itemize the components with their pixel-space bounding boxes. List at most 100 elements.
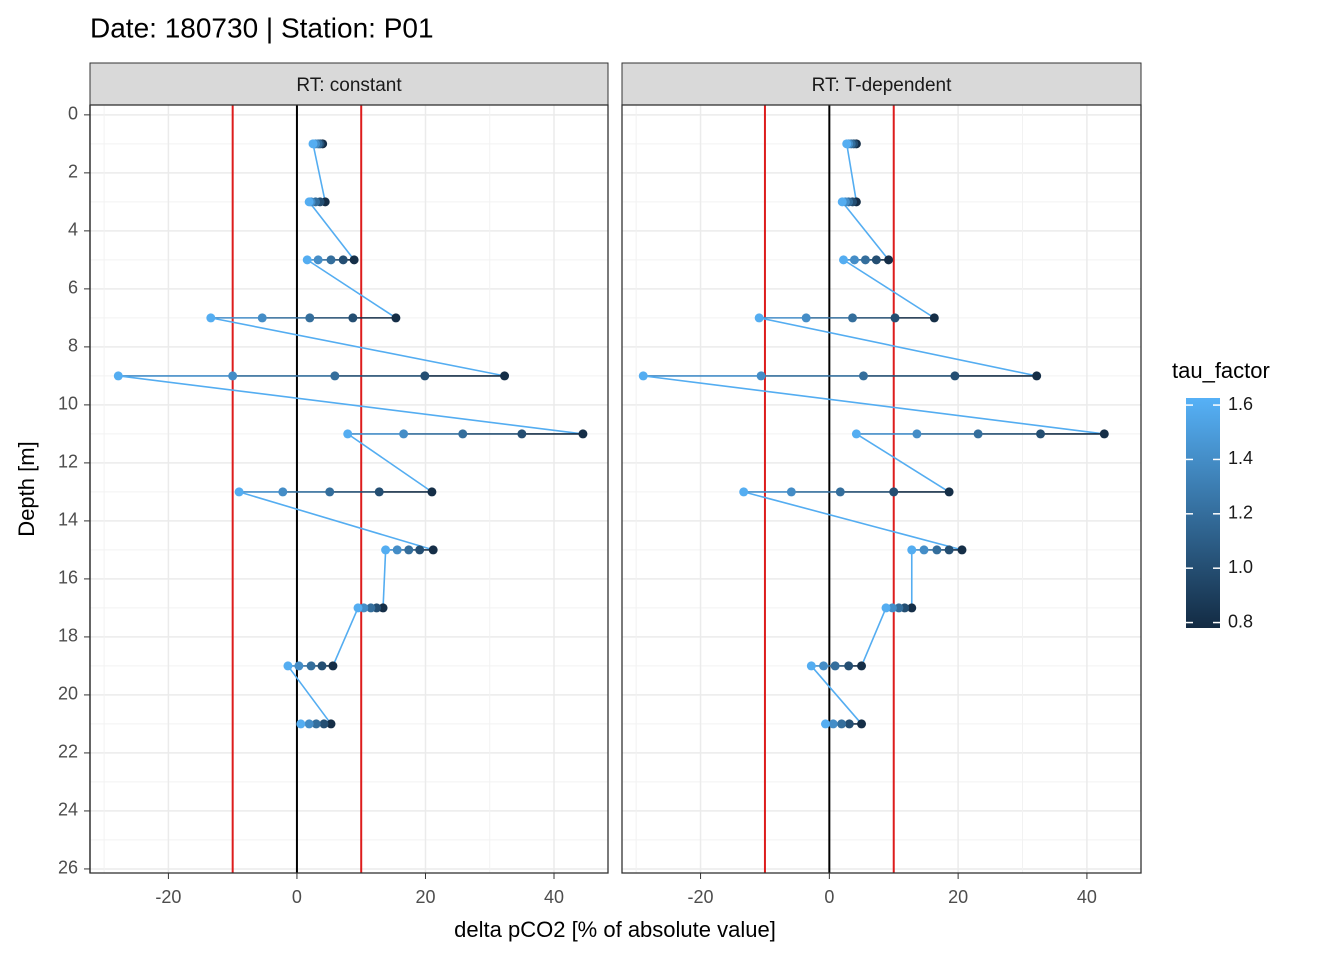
point	[830, 661, 840, 671]
point	[325, 487, 335, 497]
x-tick-label: 40	[544, 887, 564, 907]
point	[944, 487, 954, 497]
point	[835, 487, 845, 497]
x-tick-label: -20	[155, 887, 181, 907]
panel-border	[621, 104, 1142, 874]
point	[578, 429, 588, 439]
point	[328, 661, 338, 671]
point	[311, 719, 321, 729]
path-segment	[643, 375, 1105, 435]
path-segment	[238, 491, 434, 551]
path-segment	[308, 201, 355, 261]
point	[907, 545, 917, 555]
point	[304, 197, 314, 207]
point	[283, 661, 293, 671]
point	[887, 603, 897, 613]
x-axis-title: delta pCO2 [% of absolute value]	[454, 917, 776, 942]
color-bar	[1186, 398, 1220, 628]
x-tick-label: 20	[948, 887, 968, 907]
x-tick-label: 20	[415, 887, 435, 907]
x-tick-label: 0	[292, 887, 302, 907]
point	[944, 545, 954, 555]
y-tick-label: 2	[68, 162, 78, 182]
path-segment	[758, 317, 1037, 377]
strip	[621, 62, 1142, 106]
path-segment	[743, 491, 963, 551]
y-tick-label: 0	[68, 104, 78, 124]
point	[294, 661, 304, 671]
chart-title: Date: 180730 | Station: P01	[90, 12, 434, 43]
legend-label: 0.8	[1228, 611, 1253, 631]
y-tick-label: 8	[68, 336, 78, 356]
point	[848, 313, 858, 323]
point	[313, 255, 323, 265]
point	[894, 603, 904, 613]
point	[420, 371, 430, 381]
point	[844, 661, 854, 671]
point	[278, 487, 288, 497]
path-segment	[347, 433, 433, 493]
point	[881, 603, 891, 613]
point	[842, 139, 852, 149]
point	[330, 371, 340, 381]
y-tick-label: 12	[58, 452, 78, 472]
point	[500, 371, 510, 381]
point	[338, 255, 348, 265]
path-segment	[312, 143, 327, 203]
path-segment	[382, 549, 387, 608]
point	[973, 429, 983, 439]
point	[353, 603, 363, 613]
point	[305, 313, 315, 323]
point	[428, 545, 438, 555]
legend-label: 1.2	[1228, 503, 1253, 523]
point	[871, 255, 881, 265]
legend-label: 1.6	[1228, 394, 1253, 414]
path-segment	[843, 259, 935, 319]
point	[206, 313, 216, 323]
point	[458, 429, 468, 439]
point	[1099, 429, 1109, 439]
point	[308, 139, 318, 149]
point	[919, 545, 929, 555]
x-tick-label: -20	[688, 887, 714, 907]
legend-title: tau_factor	[1172, 358, 1270, 383]
point	[399, 429, 409, 439]
point	[228, 371, 238, 381]
strip-label: RT: T-dependent	[812, 75, 953, 96]
point	[754, 313, 764, 323]
y-tick-label: 18	[58, 626, 78, 646]
path-segment	[810, 665, 863, 725]
y-tick-label: 14	[58, 510, 78, 530]
y-tick-label: 24	[58, 800, 78, 820]
point	[326, 255, 336, 265]
point	[820, 719, 830, 729]
point	[391, 313, 401, 323]
path-segment	[841, 201, 890, 261]
point	[950, 371, 960, 381]
point	[889, 487, 899, 497]
y-tick-label: 10	[58, 394, 78, 414]
point	[756, 371, 766, 381]
path-segment	[210, 317, 505, 377]
strip	[89, 62, 609, 106]
point	[404, 545, 414, 555]
point	[819, 661, 829, 671]
point	[857, 719, 867, 729]
path-segment	[332, 607, 359, 667]
point	[638, 371, 648, 381]
legend-label: 1.0	[1228, 557, 1253, 577]
point	[374, 487, 384, 497]
y-tick-label: 20	[58, 684, 78, 704]
point	[860, 255, 870, 265]
point	[257, 313, 267, 323]
point	[912, 429, 922, 439]
point	[415, 545, 425, 555]
point	[517, 429, 527, 439]
path-segment	[845, 143, 858, 203]
legend-label: 1.4	[1228, 448, 1253, 468]
y-tick-label: 6	[68, 278, 78, 298]
point	[113, 371, 123, 381]
point	[302, 255, 312, 265]
point	[304, 719, 314, 729]
